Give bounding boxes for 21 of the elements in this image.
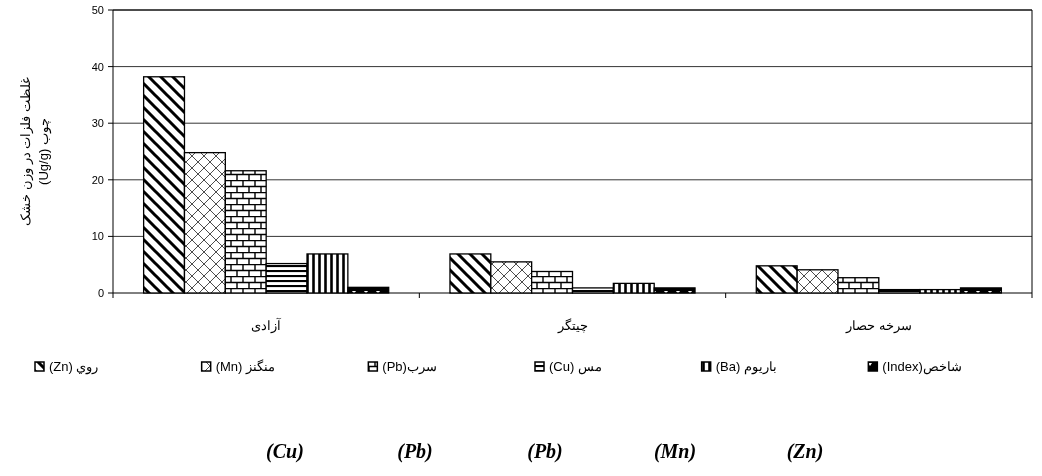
text: (Pb) (527, 440, 563, 463)
x-tick-label: چیتگر (556, 318, 588, 334)
y-tick-label: 0 (97, 287, 104, 299)
y-tick-label: 20 (91, 173, 104, 186)
legend-label: سرب(Pb) (382, 359, 437, 375)
text: (Cu) (266, 440, 304, 463)
x-tick-label: سرخه حصار (845, 318, 912, 334)
y-tick-label: 40 (91, 60, 104, 73)
text: (Zn) (786, 440, 824, 463)
text: (Pb) (397, 440, 433, 463)
legend-label: شاخص(Index) (882, 359, 962, 375)
y-tick-label: 10 (91, 230, 104, 243)
x-tick-label: آزادی (251, 317, 283, 334)
legend-label: منگنز (Mn) (215, 359, 276, 375)
text: (Mn) (653, 440, 697, 463)
y-tick-label: 50 (91, 4, 104, 16)
y-tick-label: 30 (91, 117, 104, 130)
legend-label: روي (Zn) (49, 359, 99, 375)
legend-label: مس (Cu) (549, 359, 602, 375)
y-axis-title: غلظت فلزات در وزن خشک چوب (Ug/g) (18, 77, 52, 226)
legend-label: باریوم (Ba) (715, 359, 777, 375)
